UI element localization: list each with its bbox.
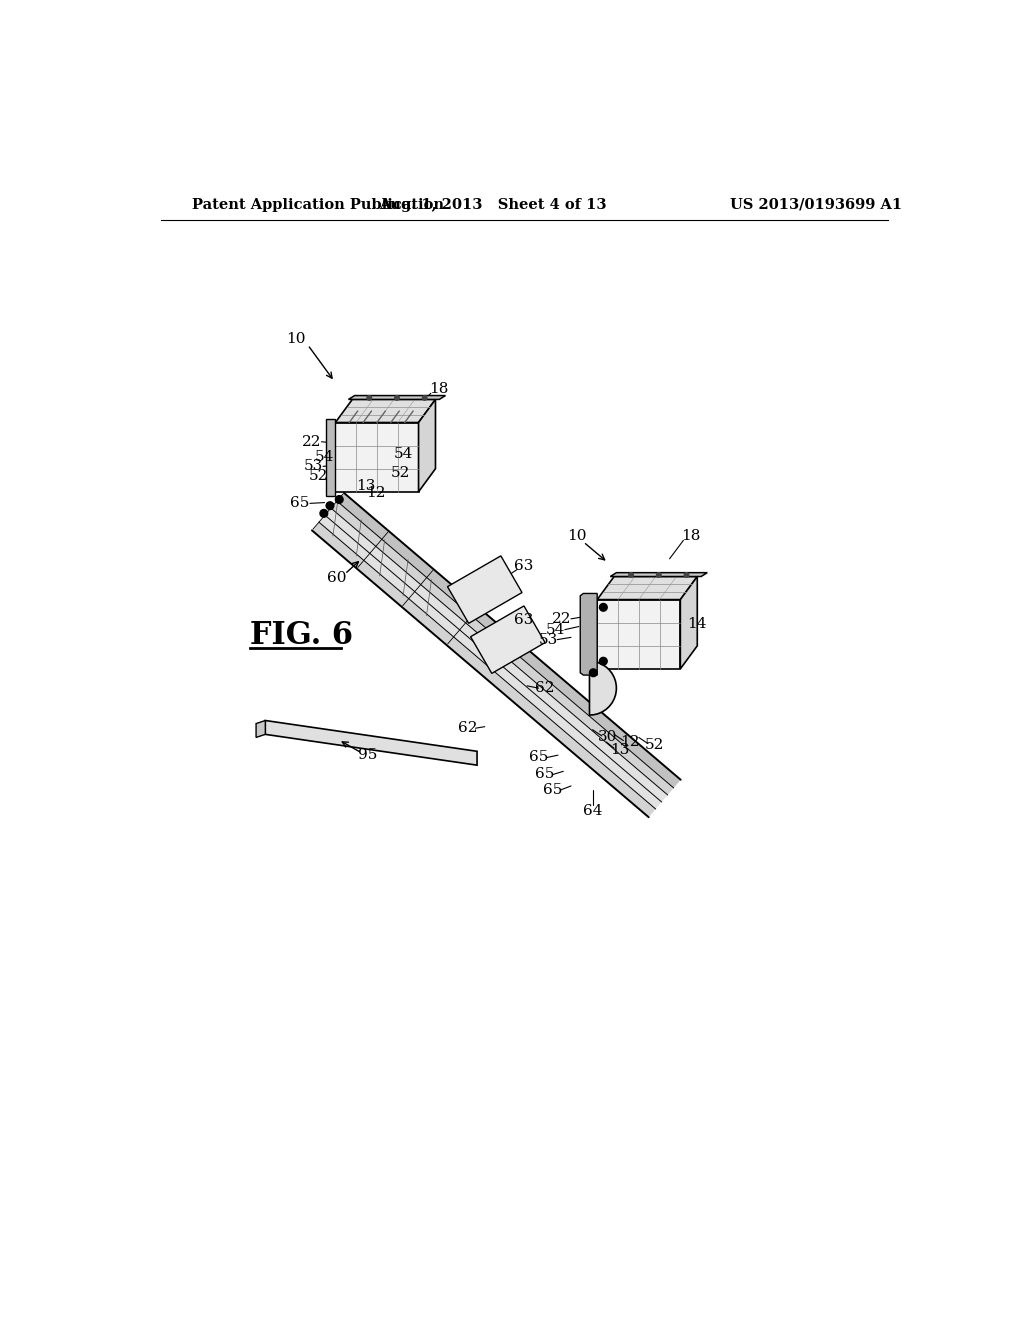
Text: 18: 18 — [429, 383, 449, 396]
Polygon shape — [326, 418, 336, 496]
Text: 95: 95 — [358, 748, 378, 762]
Circle shape — [590, 669, 597, 677]
Polygon shape — [318, 515, 662, 809]
Text: 10: 10 — [567, 529, 587, 543]
Text: 62: 62 — [536, 681, 555, 696]
Text: 13: 13 — [355, 479, 375, 492]
Polygon shape — [336, 400, 435, 422]
Circle shape — [599, 657, 607, 665]
Text: 54: 54 — [546, 623, 565, 636]
Text: 14: 14 — [687, 618, 707, 631]
Polygon shape — [471, 606, 545, 673]
Text: 12: 12 — [620, 735, 639, 748]
Polygon shape — [256, 721, 265, 738]
Text: Patent Application Publication: Patent Application Publication — [193, 198, 444, 211]
Text: 52: 52 — [390, 466, 410, 479]
Polygon shape — [419, 400, 435, 492]
Polygon shape — [336, 422, 419, 492]
Circle shape — [319, 510, 328, 517]
Polygon shape — [597, 577, 697, 599]
Polygon shape — [680, 577, 697, 669]
Polygon shape — [348, 396, 445, 400]
Text: 52: 52 — [644, 738, 664, 752]
Text: 54: 54 — [394, 447, 414, 461]
Text: 65: 65 — [529, 751, 548, 764]
Text: 62: 62 — [458, 721, 477, 735]
Polygon shape — [597, 599, 680, 669]
Text: 12: 12 — [366, 486, 385, 500]
Text: 63: 63 — [514, 560, 532, 573]
Text: Aug. 1, 2013   Sheet 4 of 13: Aug. 1, 2013 Sheet 4 of 13 — [379, 198, 606, 211]
Circle shape — [326, 502, 334, 510]
Polygon shape — [590, 661, 616, 715]
Text: 22: 22 — [552, 612, 571, 626]
Polygon shape — [331, 502, 674, 795]
Text: 18: 18 — [681, 529, 700, 543]
Text: 64: 64 — [583, 804, 602, 818]
Circle shape — [336, 495, 343, 503]
Circle shape — [684, 573, 689, 577]
Circle shape — [599, 603, 607, 611]
Text: 65: 65 — [536, 767, 555, 781]
Text: 60: 60 — [328, 572, 347, 585]
Text: FIG. 6: FIG. 6 — [250, 620, 353, 651]
Text: 10: 10 — [287, 333, 306, 346]
Circle shape — [422, 396, 427, 400]
Polygon shape — [581, 594, 597, 675]
Circle shape — [656, 573, 662, 577]
Polygon shape — [337, 492, 681, 788]
Text: 22: 22 — [302, 434, 322, 449]
Polygon shape — [447, 556, 522, 623]
Text: US 2013/0193699 A1: US 2013/0193699 A1 — [730, 198, 902, 211]
Polygon shape — [312, 523, 655, 817]
Text: 53: 53 — [539, 632, 557, 647]
Circle shape — [394, 396, 399, 400]
Circle shape — [629, 573, 634, 577]
Text: 65: 65 — [290, 496, 309, 511]
Text: 30: 30 — [598, 730, 617, 744]
Text: 65: 65 — [543, 783, 562, 797]
Text: 53: 53 — [304, 459, 324, 474]
Polygon shape — [610, 573, 708, 577]
Circle shape — [367, 396, 372, 400]
Text: 13: 13 — [610, 743, 629, 756]
Text: 63: 63 — [514, 614, 532, 627]
Polygon shape — [325, 508, 668, 803]
Text: 54: 54 — [315, 450, 334, 465]
Polygon shape — [265, 721, 477, 766]
Text: 52: 52 — [309, 469, 328, 483]
